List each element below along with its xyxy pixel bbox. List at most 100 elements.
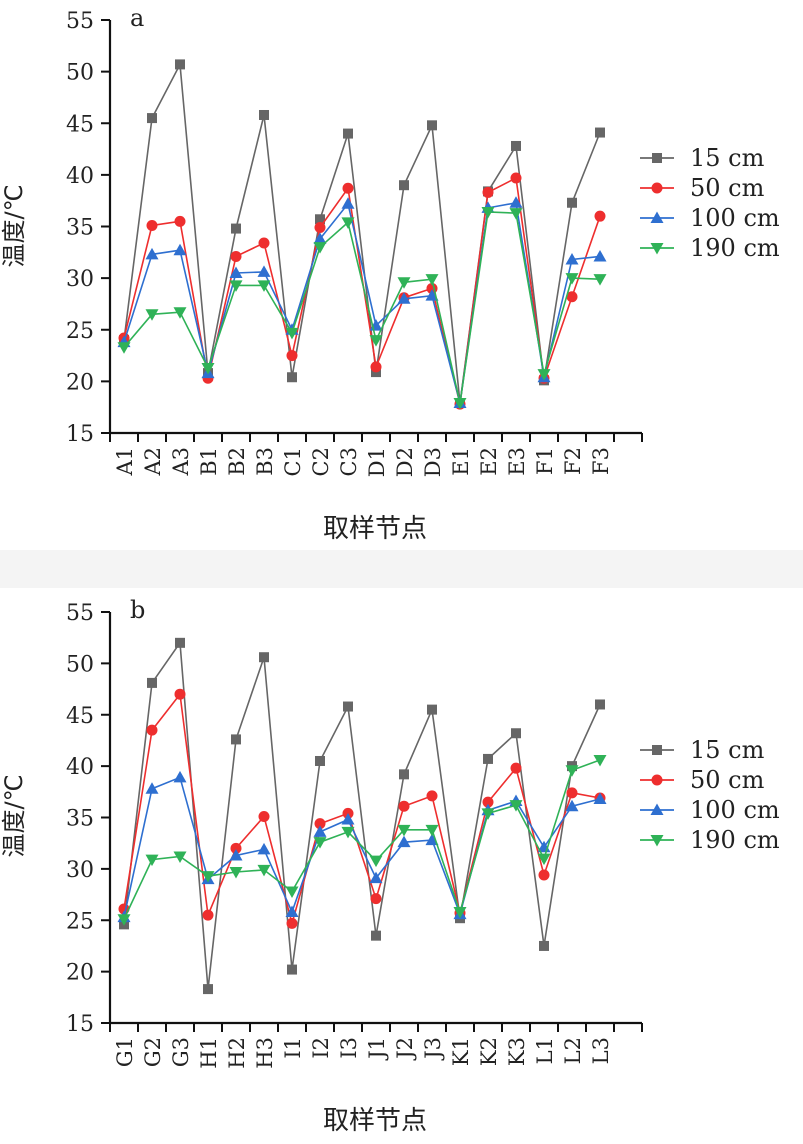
x-tick-label: F1 xyxy=(533,447,557,475)
x-tick-label: J2 xyxy=(393,1037,417,1061)
y-tick-label: 35 xyxy=(66,216,94,241)
data-point xyxy=(566,787,578,799)
x-tick-label: B2 xyxy=(225,447,249,476)
panel-label: b xyxy=(130,596,145,624)
legend-marker xyxy=(651,774,663,786)
data-point xyxy=(145,854,159,867)
legend-marker xyxy=(650,835,664,847)
data-point xyxy=(398,800,410,812)
legend-item: 15 cm xyxy=(640,144,765,172)
y-tick-label: 40 xyxy=(66,164,94,189)
y-tick-label: 50 xyxy=(66,652,94,677)
data-point xyxy=(427,120,437,131)
legend-marker xyxy=(652,153,662,163)
y-tick-label: 20 xyxy=(66,961,94,986)
x-tick-label: B3 xyxy=(253,447,277,476)
x-tick-label: H2 xyxy=(225,1037,249,1069)
x-tick-label: F2 xyxy=(561,447,585,475)
legend-item: 100 cm xyxy=(640,796,780,824)
panel-label: a xyxy=(130,4,144,32)
data-point xyxy=(399,769,409,780)
legend-item: 50 cm xyxy=(640,174,765,202)
x-tick-label: C3 xyxy=(337,447,361,476)
data-point xyxy=(371,930,381,941)
y-tick-label: 15 xyxy=(66,422,94,447)
data-point xyxy=(259,652,269,663)
data-point xyxy=(285,886,299,898)
data-point xyxy=(257,280,271,292)
data-point xyxy=(257,842,271,855)
y-tick-label: 55 xyxy=(66,9,94,34)
series-50cm xyxy=(118,688,606,929)
data-point xyxy=(147,113,157,124)
x-tick-label: H1 xyxy=(197,1037,221,1069)
x-tick-label: G3 xyxy=(169,1037,193,1067)
x-tick-label: B1 xyxy=(197,447,221,476)
y-axis-label: 温度/℃ xyxy=(0,184,28,267)
data-point xyxy=(258,237,270,249)
data-point xyxy=(565,253,579,265)
data-point xyxy=(481,207,495,219)
data-point xyxy=(229,849,243,861)
x-tick-label: G1 xyxy=(113,1037,137,1067)
y-tick-label: 25 xyxy=(66,909,94,934)
data-point xyxy=(341,826,355,839)
legend-marker xyxy=(651,182,663,194)
data-point xyxy=(511,728,521,739)
data-point xyxy=(509,196,523,208)
x-tick-label: D2 xyxy=(393,447,417,477)
data-point xyxy=(231,223,241,234)
data-point xyxy=(510,172,522,184)
data-point xyxy=(593,249,607,262)
data-point xyxy=(117,914,131,926)
legend-label: 190 cm xyxy=(690,826,780,854)
data-point xyxy=(593,754,607,767)
data-point xyxy=(370,361,382,373)
legend-label: 15 cm xyxy=(690,144,765,172)
data-point xyxy=(229,866,243,879)
y-tick-label: 55 xyxy=(66,601,94,626)
data-point xyxy=(313,232,327,244)
data-point xyxy=(425,289,439,301)
series-50cm xyxy=(118,172,606,410)
x-tick-label: H3 xyxy=(253,1037,277,1069)
data-point xyxy=(453,907,467,919)
data-point xyxy=(117,342,131,354)
data-point xyxy=(397,824,411,837)
x-tick-label: L3 xyxy=(589,1037,613,1064)
data-point xyxy=(483,753,493,764)
legend-marker xyxy=(650,211,664,223)
data-point xyxy=(595,127,605,138)
chart-panel-a: 15 20 25 30 35 40 45 50 55 A1 A2 A3 B1 B2 B3 C1 C2 C3 D1 D2… xyxy=(0,0,803,550)
data-point xyxy=(593,792,607,805)
data-point xyxy=(174,688,186,700)
data-point xyxy=(286,350,298,362)
x-tick-label: E2 xyxy=(477,447,501,476)
series-15cm xyxy=(119,59,605,409)
data-point xyxy=(203,984,213,995)
x-tick-label: A3 xyxy=(169,447,193,477)
data-point xyxy=(314,818,326,830)
x-tick-label: K2 xyxy=(477,1037,501,1066)
x-tick-label: E3 xyxy=(505,447,529,476)
data-point xyxy=(509,800,523,812)
chart-panel-b: 15 20 25 30 35 40 45 50 55 G1 G2 G3 H1 H2 H3 I1 I2 I3 J1 J2… xyxy=(0,588,803,1144)
data-point xyxy=(229,280,243,292)
data-point xyxy=(173,770,187,783)
data-point xyxy=(230,842,242,854)
data-point xyxy=(231,734,241,745)
x-tick-label: J3 xyxy=(421,1037,445,1061)
data-point xyxy=(539,940,549,951)
legend-label: 15 cm xyxy=(690,736,765,764)
data-point xyxy=(315,755,325,766)
data-point xyxy=(258,810,270,822)
data-point xyxy=(425,833,439,846)
legend-item: 190 cm xyxy=(640,826,780,854)
series-190cm xyxy=(117,207,607,410)
data-point xyxy=(145,782,159,794)
data-point xyxy=(538,869,550,881)
series-line xyxy=(123,176,601,405)
data-point xyxy=(397,835,411,848)
data-point xyxy=(425,824,439,837)
data-point xyxy=(259,109,269,120)
